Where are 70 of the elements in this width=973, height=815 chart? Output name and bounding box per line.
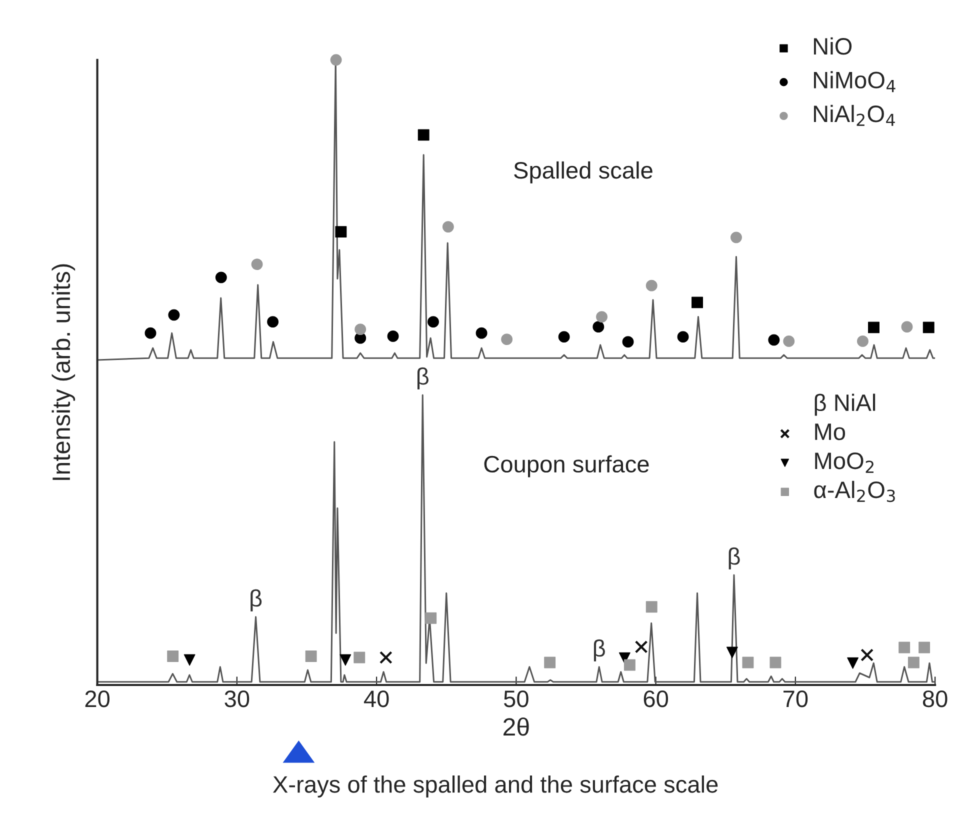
point [167,650,179,662]
legend-label: NiAl$_{2}$O$_{4}$ [814,104,895,126]
x-tick-label: 30 [224,690,250,708]
point [918,642,930,654]
annotation: Spalled scale [514,161,652,184]
point [646,280,658,292]
point [184,654,196,666]
legend-label: MoO$_{2}$ [815,452,874,473]
x-tick-label: 60 [644,690,668,708]
x-axis-title: 2θ [504,717,529,736]
legend-label: NiMoO$_{4}$ [814,71,896,92]
point [847,657,859,669]
legend-label: Mo [815,424,846,440]
annotation: β [594,639,605,662]
point [634,640,648,654]
point [251,258,263,270]
point [418,129,430,141]
point [340,654,352,666]
point [330,54,342,66]
annotation: β [250,589,262,612]
annotation: β [417,367,428,390]
x-tick-label: 40 [364,690,389,708]
point [726,646,738,658]
point [354,652,366,664]
point [558,331,570,343]
text: X-rays of the spalled and the surface scale [272,775,718,798]
point [730,232,742,244]
point [770,656,782,668]
point [624,659,636,671]
annotation: Coupon surface [484,455,649,478]
point [379,651,392,664]
point [168,309,180,321]
point [908,656,920,668]
point [442,221,454,233]
point [692,296,703,308]
point [646,601,658,613]
point [544,656,556,668]
legend-label: NiO [814,37,852,55]
point [742,656,754,668]
point [901,321,913,333]
x-tick-label: 80 [922,690,948,708]
point [387,330,399,342]
point [922,322,934,334]
point [476,327,488,339]
point [868,322,880,334]
point [354,324,366,336]
point [768,334,780,346]
point [425,612,437,624]
point [267,316,279,328]
x-tick-label: 50 [504,690,528,708]
point [622,336,634,348]
point [898,642,910,654]
point [783,335,795,347]
point [677,331,689,343]
y-axis-title: Intensity (arb. units) [52,264,76,480]
legend-label: α-Al$_{2}$O$_{3}$ [814,480,895,502]
point [144,327,156,339]
x-tick-label: 20 [85,690,110,708]
point [856,335,868,347]
x-tick-label: 70 [784,690,808,708]
point [305,650,317,662]
point [596,311,608,323]
point [335,226,347,238]
annotation: β NiAl [814,394,876,416]
point [501,334,513,346]
point [860,648,874,662]
point [428,316,439,328]
annotation: β [728,547,740,570]
point [592,321,604,333]
point [215,272,227,284]
